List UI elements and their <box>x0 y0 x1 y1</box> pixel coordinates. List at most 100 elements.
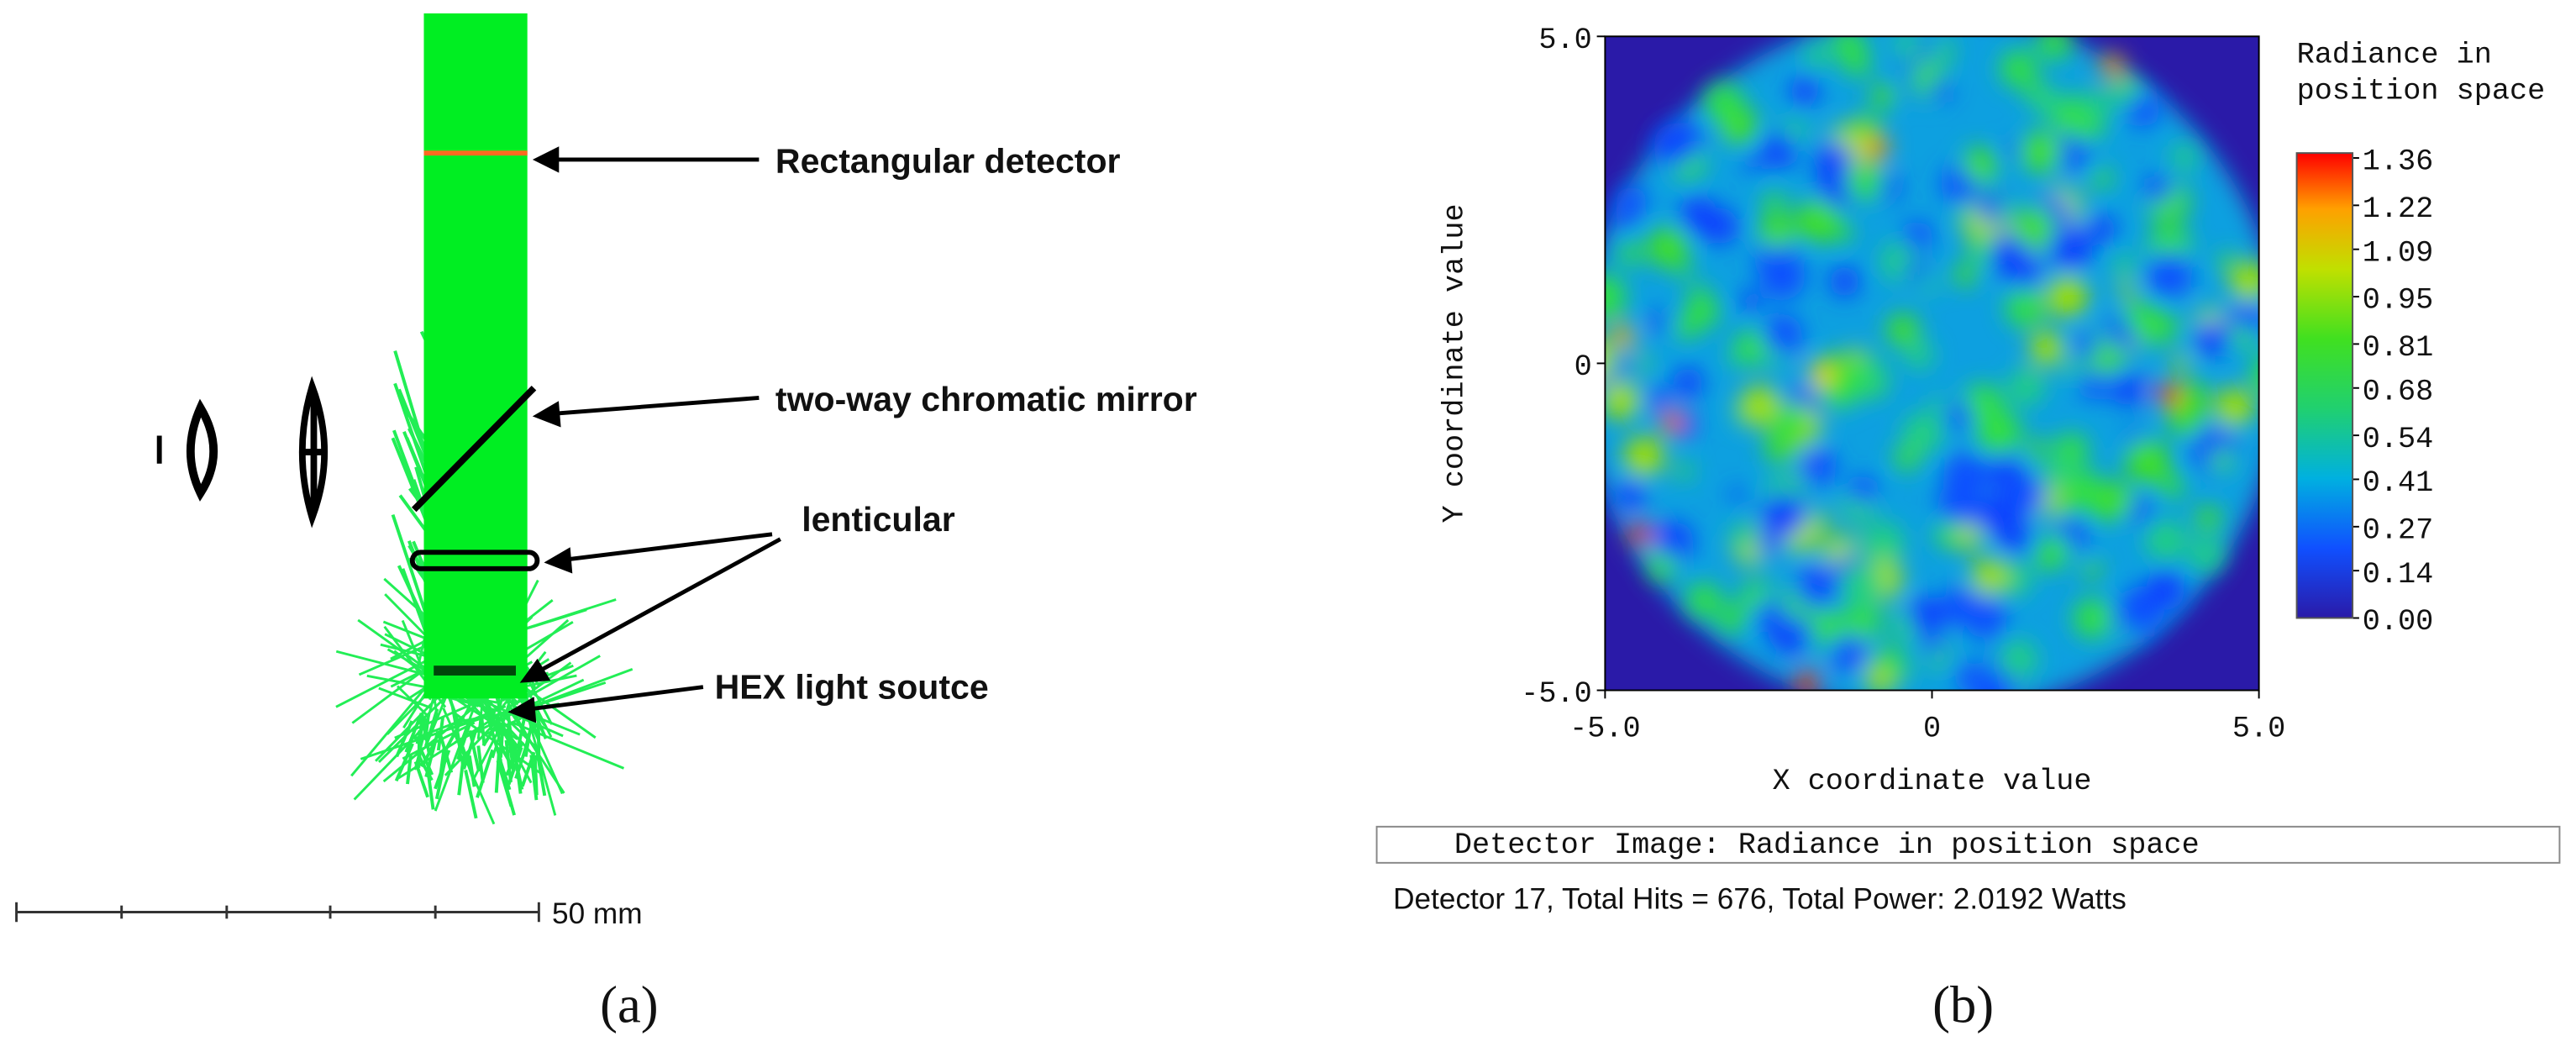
heat-spot <box>2157 382 2180 407</box>
heat-blob <box>2038 534 2071 566</box>
heat-spot <box>1808 363 1832 387</box>
ray <box>504 739 513 783</box>
heat-blob <box>2123 301 2157 334</box>
y-tick-label: 0 <box>1575 350 1592 384</box>
heat-blob <box>1935 519 1964 549</box>
heat-blob <box>1963 147 1997 181</box>
lens-mid <box>298 376 329 529</box>
colorbar-tick-label: 1.36 <box>2363 145 2433 179</box>
colorbar-tick-label: 0.41 <box>2363 466 2433 500</box>
ray <box>486 718 502 762</box>
heat-blob <box>1623 436 1664 477</box>
heat-blob <box>2195 505 2221 532</box>
ray <box>496 678 585 723</box>
heat-blob <box>2147 251 2193 297</box>
heat-blob <box>1729 523 1757 550</box>
heat-blob <box>2125 439 2170 484</box>
ray <box>404 713 423 753</box>
mirror <box>411 386 537 513</box>
heat-blob <box>1605 381 1641 420</box>
heat-blob <box>2126 92 2161 128</box>
heat-blob <box>1769 404 1809 444</box>
heat-blob <box>1970 557 2009 596</box>
arrows <box>507 146 781 723</box>
heat-blob <box>1886 313 1920 347</box>
heat-blob <box>1686 582 1722 618</box>
heat-blob <box>1673 367 1704 398</box>
ray <box>413 760 429 798</box>
axes: -5.0 0 5.0 -5.0 0 5.0 1.36 1.22 1.09 0.95 0.81 0.68… <box>1521 24 2433 745</box>
heat-spot <box>1611 325 1635 349</box>
heat-blob <box>1605 342 1616 379</box>
heat-blob <box>1831 36 1857 56</box>
source <box>434 665 516 676</box>
heat-blob <box>2144 176 2172 203</box>
heat-blob <box>2082 560 2102 579</box>
heat-blob <box>1998 639 2037 680</box>
heat-spot <box>1866 136 1890 160</box>
heat-blob <box>1615 479 1646 510</box>
heat-blob <box>1680 196 1718 235</box>
heat-blob <box>1805 43 1831 69</box>
heat-blob <box>1964 596 2007 639</box>
heat-blob <box>1929 78 1953 102</box>
ray <box>506 713 516 759</box>
heat-blob <box>2215 387 2254 427</box>
heat-blob <box>2107 85 2127 104</box>
heat-blob <box>1675 462 1693 480</box>
heat-blob <box>2118 281 2136 299</box>
heat-blob <box>2011 65 2030 83</box>
heat-blob <box>1925 634 1946 656</box>
heat-blob <box>2217 252 2236 271</box>
ray <box>480 714 486 746</box>
heat-blob <box>2037 36 2072 60</box>
heat-blob <box>1996 199 2013 216</box>
heat-blob <box>2171 144 2198 171</box>
y-tick-label: -5.0 <box>1521 677 1591 711</box>
heat-blob <box>1674 260 1692 277</box>
ray <box>424 708 439 747</box>
ray <box>496 760 513 807</box>
ray <box>476 745 485 783</box>
colorbar-tick-label: 0.68 <box>2363 375 2433 408</box>
heat-blob <box>2230 324 2250 345</box>
heat-spot <box>1627 523 1652 546</box>
heat-blob <box>2005 141 2022 159</box>
heat-blob <box>2251 359 2259 392</box>
ray <box>353 721 429 801</box>
heat-blob <box>2189 537 2224 572</box>
y-axis-label: Y coordinate value <box>1438 203 1471 523</box>
heat-blob <box>2113 254 2137 276</box>
caption: (a) <box>600 976 658 1034</box>
heat-blob <box>1930 397 1949 416</box>
heat-blob <box>1945 402 1974 430</box>
heat-blob <box>1862 522 1905 565</box>
ray <box>424 730 440 778</box>
x-tick-label: 5.0 <box>2232 712 2285 745</box>
ray <box>418 713 423 761</box>
ray <box>456 724 471 760</box>
ray <box>454 719 462 748</box>
colorbar-title: position space <box>2297 75 2546 108</box>
annotation: HEX light soutce <box>715 667 989 706</box>
heat-blob <box>1704 82 1743 122</box>
ray <box>535 750 547 797</box>
info-line: Detector 17, Total Hits = 676, Total Pow… <box>1393 883 2127 916</box>
colorbar-tick-label: 0.95 <box>2363 284 2433 318</box>
heat-blob <box>2049 226 2093 270</box>
heat-blob <box>1937 481 1983 526</box>
ray <box>394 743 414 782</box>
heat-blob <box>2091 167 2113 189</box>
lens-left <box>187 398 218 502</box>
ray <box>406 755 413 785</box>
heat-blob <box>2090 503 2110 523</box>
colorbar-tick-label: 0.54 <box>2363 423 2433 456</box>
heat-blob <box>1904 259 1927 282</box>
ray <box>488 708 505 750</box>
heat-blob <box>1848 476 1879 507</box>
colorbar-tick-label: 0.27 <box>2363 513 2433 547</box>
heat-blob <box>2020 131 2063 173</box>
ray <box>437 746 446 785</box>
heat-blob <box>1955 662 1985 691</box>
ray <box>529 755 539 801</box>
